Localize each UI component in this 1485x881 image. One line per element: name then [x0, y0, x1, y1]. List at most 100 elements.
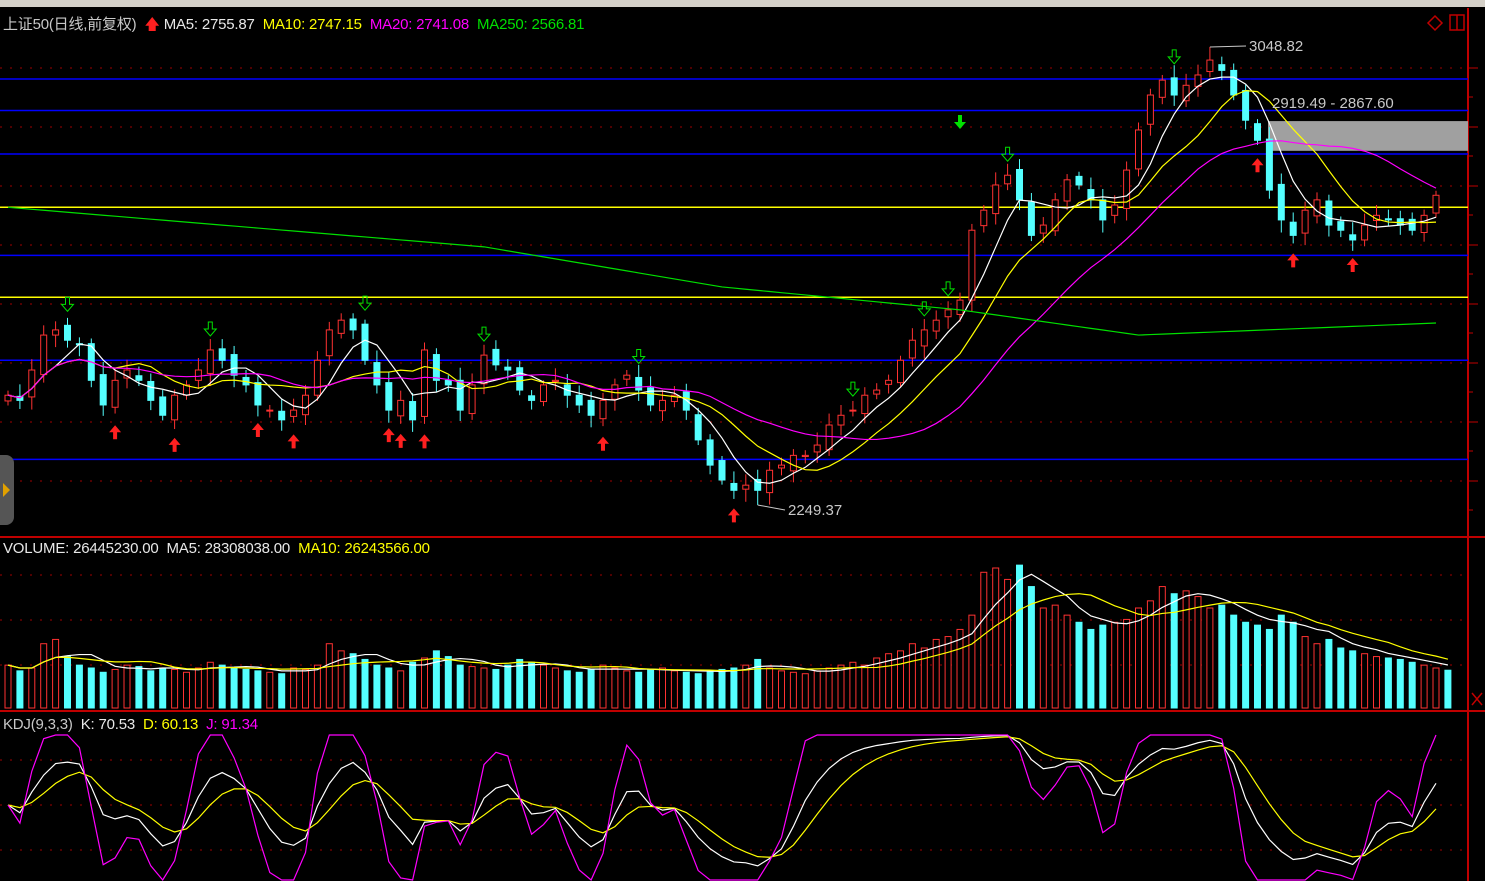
- candle-body: [599, 399, 607, 420]
- volume-bar: [1420, 664, 1428, 709]
- range-label: 2919.49 - 2867.60: [1272, 95, 1394, 112]
- volume-bar: [28, 667, 36, 709]
- volume-bar: [87, 667, 95, 709]
- volume-bar: [587, 668, 595, 709]
- volume-bar: [361, 658, 369, 709]
- buy-signal-arrow-icon: [287, 434, 300, 449]
- volume-bar: [623, 670, 631, 709]
- candle-body: [1277, 183, 1285, 221]
- volume-bar: [456, 664, 464, 709]
- sell-signal-arrow-icon: [476, 326, 492, 342]
- volume-bar: [563, 670, 571, 709]
- candle-body: [1265, 138, 1273, 191]
- volume-bar: [718, 668, 726, 709]
- candle-body: [718, 460, 726, 481]
- candle-body: [147, 380, 155, 401]
- candle-body: [373, 362, 381, 386]
- volume-bar: [421, 657, 428, 709]
- candle-body: [635, 376, 643, 391]
- expand-panel-handle[interactable]: [0, 455, 14, 525]
- candle-body: [670, 394, 678, 403]
- kdj-k-line: [7, 734, 1437, 867]
- candle-body: [766, 469, 774, 494]
- candle-body: [897, 359, 904, 384]
- volume-bar: [1230, 614, 1238, 709]
- volume-bar: [242, 668, 250, 709]
- candle-body: [206, 349, 214, 374]
- volume-bar: [1313, 643, 1321, 709]
- volume-bar: [1361, 653, 1369, 709]
- candle-body: [52, 329, 60, 336]
- volume-bar: [813, 670, 821, 709]
- candle-body: [266, 409, 274, 412]
- volume-bar: [1087, 628, 1095, 709]
- volume-bar: [897, 650, 904, 709]
- buy-signal-arrow-icon: [382, 428, 395, 443]
- volume-bar: [1146, 600, 1154, 709]
- kdj-j-line: [7, 734, 1437, 881]
- volume-bar: [599, 664, 607, 709]
- volume-bar: [432, 650, 440, 709]
- buy-signal-arrow-icon: [1251, 158, 1264, 173]
- volume-bar: [611, 667, 619, 709]
- candle-body: [1242, 89, 1250, 121]
- price-header: 上证50(日线,前复权) 🡅 MA5: 2755.87 MA10: 2747.15 MA…: [3, 13, 592, 39]
- candle-body: [1075, 175, 1083, 186]
- sell-signal-arrow-icon: [1167, 49, 1182, 65]
- volume-bar: [1123, 618, 1131, 709]
- volume-bar: [337, 650, 345, 709]
- candle-body: [682, 391, 690, 411]
- volume-bar: [647, 668, 655, 709]
- volume-ma10-line: [7, 593, 1449, 672]
- volume-bar: [1158, 586, 1166, 709]
- candle-body: [1218, 64, 1226, 71]
- buy-signal-arrow-icon: [597, 436, 609, 451]
- sell-signal-arrow-icon: [203, 321, 218, 337]
- candle-body: [302, 394, 309, 416]
- candle-body: [1420, 214, 1428, 234]
- candle-body: [171, 394, 179, 421]
- candle-body: [1158, 79, 1166, 98]
- candle-body: [492, 348, 500, 366]
- volume-ma5-value: MA5: 28308038.00: [166, 540, 291, 557]
- candle-body: [801, 454, 809, 458]
- volume-bar: [468, 666, 476, 709]
- volume-bar: [111, 668, 119, 709]
- volume-bar: [1349, 650, 1357, 709]
- candle-body: [956, 299, 964, 315]
- sell-signal-arrow-icon: [941, 281, 956, 297]
- volume-bar: [670, 670, 678, 709]
- candle-body: [135, 375, 143, 381]
- volume-bar: [1027, 586, 1035, 709]
- candle-body: [1099, 199, 1107, 221]
- kdj-d-line: [7, 736, 1437, 858]
- sell-signal-arrow-icon: [917, 301, 932, 317]
- sell-signal-arrow-icon: [954, 115, 966, 129]
- candle-body: [28, 369, 36, 398]
- candle-body: [1361, 224, 1369, 241]
- volume-bar: [754, 658, 762, 709]
- volume-bar: [1099, 624, 1107, 709]
- kdj-k-value: K: 70.53: [80, 716, 135, 733]
- sell-signal-arrow-icon: [1000, 146, 1015, 162]
- volume-bar: [1004, 578, 1012, 709]
- candle-body: [908, 339, 916, 359]
- range-box: [1268, 121, 1468, 151]
- volume-bar: [254, 670, 262, 709]
- ma250-line: [7, 206, 1437, 336]
- volume-bar: [932, 638, 940, 709]
- index-title: 上证50(日线,前复权): [3, 16, 137, 33]
- volume-bar: [313, 664, 321, 709]
- volume-bar: [789, 671, 797, 709]
- volume-bar: [837, 664, 845, 709]
- volume-bar: [1265, 628, 1273, 709]
- candle-body: [575, 394, 583, 406]
- volume-bar: [183, 671, 190, 709]
- volume-bar: [528, 661, 536, 709]
- candle-body: [980, 209, 988, 227]
- candle-body: [551, 379, 559, 382]
- candle-body: [1337, 221, 1345, 231]
- volume-bar: [1444, 669, 1452, 709]
- volume-bar: [159, 667, 167, 709]
